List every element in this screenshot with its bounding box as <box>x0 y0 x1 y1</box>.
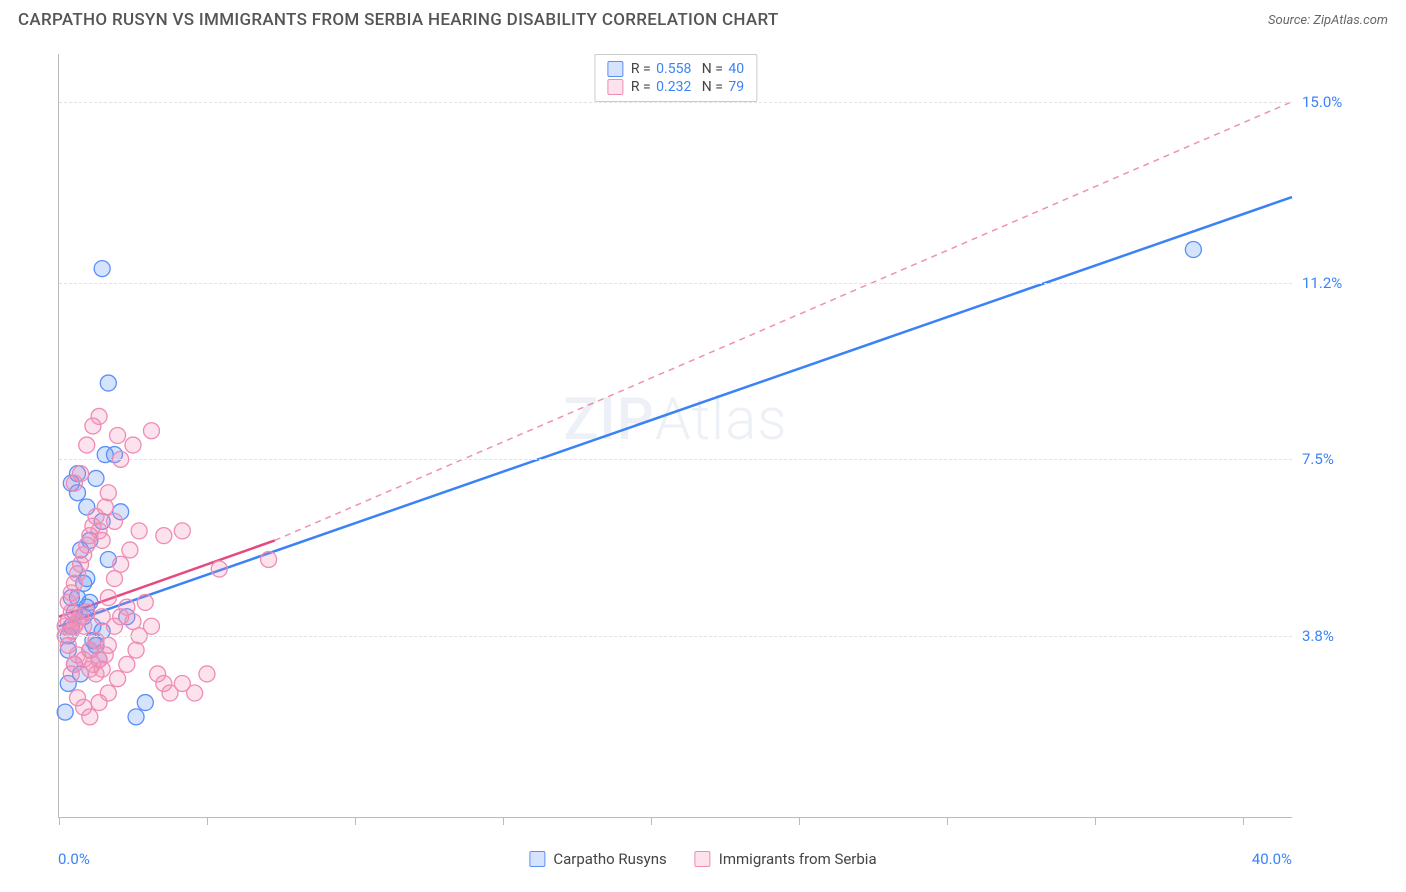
legend-swatch <box>529 851 545 867</box>
legend-text: R = 0.558 N = 40 <box>631 61 744 77</box>
data-point <box>122 542 138 558</box>
x-tick <box>59 817 60 825</box>
legend-swatch <box>607 61 623 77</box>
data-point <box>82 661 98 677</box>
legend-text: R = 0.232 N = 79 <box>631 79 744 95</box>
data-point <box>143 423 159 439</box>
correlation-legend: R = 0.558 N = 40 R = 0.232 N = 79 <box>594 54 757 102</box>
data-point <box>211 561 227 577</box>
chart-area: Hearing Disability ZIPAtlas R = 0.558 N … <box>18 40 1388 874</box>
data-point <box>119 656 135 672</box>
scatter-points-layer <box>59 54 1292 817</box>
data-point <box>94 261 110 277</box>
data-point <box>94 532 110 548</box>
source-attribution: Source: ZipAtlas.com <box>1268 13 1388 28</box>
data-point <box>1185 242 1201 258</box>
data-point <box>110 671 126 687</box>
data-point <box>106 513 122 529</box>
data-point <box>100 590 116 606</box>
y-tick-label: 3.8% <box>1302 627 1382 645</box>
x-axis-min-label: 0.0% <box>58 850 90 868</box>
legend-swatch <box>695 851 711 867</box>
series-name: Immigrants from Serbia <box>719 850 877 868</box>
data-point <box>76 618 92 634</box>
data-point <box>79 604 95 620</box>
x-axis-max-label: 40.0% <box>1252 850 1292 868</box>
data-point <box>88 470 104 486</box>
data-point <box>97 499 113 515</box>
data-point <box>66 475 82 491</box>
data-point <box>113 556 129 572</box>
data-point <box>91 408 107 424</box>
data-point <box>82 709 98 725</box>
data-point <box>199 666 215 682</box>
data-point <box>137 695 153 711</box>
y-tick-label: 11.2% <box>1302 274 1382 292</box>
data-point <box>261 551 277 567</box>
data-point <box>100 685 116 701</box>
data-point <box>125 437 141 453</box>
data-point <box>131 523 147 539</box>
legend-row: R = 0.232 N = 79 <box>607 78 744 96</box>
x-tick <box>651 817 652 825</box>
x-tick <box>1243 817 1244 825</box>
series-name: Carpatho Rusyns <box>553 850 666 868</box>
legend-swatch <box>607 79 623 95</box>
gridline <box>59 283 1292 284</box>
data-point <box>143 618 159 634</box>
data-point <box>125 613 141 629</box>
data-point <box>128 642 144 658</box>
series-legend: Carpatho Rusyns Immigrants from Serbia <box>529 850 876 868</box>
x-tick <box>947 817 948 825</box>
data-point <box>174 523 190 539</box>
x-tick <box>355 817 356 825</box>
gridline <box>59 459 1292 460</box>
y-tick-label: 7.5% <box>1302 450 1382 468</box>
x-tick <box>503 817 504 825</box>
data-point <box>94 609 110 625</box>
series-legend-item: Immigrants from Serbia <box>695 850 877 868</box>
data-point <box>100 375 116 391</box>
data-point <box>79 437 95 453</box>
series-legend-item: Carpatho Rusyns <box>529 850 666 868</box>
gridline <box>59 636 1292 637</box>
x-tick <box>799 817 800 825</box>
data-point <box>137 594 153 610</box>
y-tick-label: 15.0% <box>1302 93 1382 111</box>
data-point <box>128 709 144 725</box>
data-point <box>100 485 116 501</box>
data-point <box>187 685 203 701</box>
data-point <box>119 599 135 615</box>
x-tick <box>207 817 208 825</box>
data-point <box>110 428 126 444</box>
data-point <box>156 528 172 544</box>
x-tick <box>1095 817 1096 825</box>
data-point <box>57 618 73 634</box>
data-point <box>57 704 73 720</box>
legend-row: R = 0.558 N = 40 <box>607 60 744 78</box>
data-point <box>106 571 122 587</box>
chart-title: CARPATHO RUSYN VS IMMIGRANTS FROM SERBIA… <box>18 10 779 30</box>
plot-region: ZIPAtlas R = 0.558 N = 40R = 0.232 N = 7… <box>58 54 1292 818</box>
